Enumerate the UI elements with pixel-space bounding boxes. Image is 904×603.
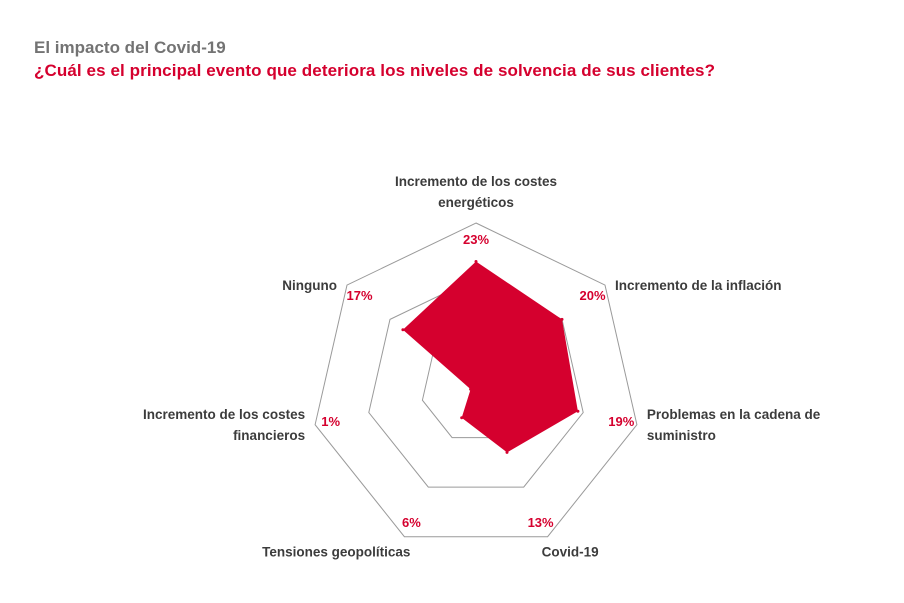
- grid-ring-2: [368, 277, 584, 488]
- category-label-7: Ninguno: [282, 278, 337, 293]
- value-label-1: 23%: [463, 232, 489, 247]
- data-point-1: [474, 260, 478, 263]
- data-point-6: [469, 387, 473, 391]
- value-label-2: 20%: [579, 288, 605, 303]
- value-label-6: 1%: [321, 414, 340, 429]
- value-label-5: 6%: [402, 515, 421, 530]
- grid-ring-3: [314, 222, 638, 538]
- value-label-3: 19%: [608, 414, 634, 429]
- chart-title: El impacto del Covid-19: [34, 38, 226, 57]
- category-label-2: Incremento de la inflación: [615, 278, 782, 293]
- data-point-7: [401, 328, 405, 332]
- category-label-6: Incremento de los costes financieros: [143, 407, 305, 443]
- data-point-3: [576, 409, 580, 413]
- category-label-5: Tensiones geopolíticas: [262, 545, 410, 560]
- value-label-4: 13%: [528, 515, 554, 530]
- data-point-4: [505, 450, 509, 454]
- data-area: [402, 261, 578, 453]
- chart-subtitle: ¿Cuál es el principal evento que deterio…: [34, 61, 716, 80]
- category-label-4: Covid-19: [542, 545, 599, 560]
- category-label-3: Problemas en la cadena de suministro: [647, 407, 821, 443]
- data-point-5: [460, 416, 464, 420]
- value-label-7: 17%: [346, 288, 372, 303]
- category-label-1: Incremento de los costes energéticos: [395, 174, 557, 210]
- data-point-2: [560, 317, 564, 321]
